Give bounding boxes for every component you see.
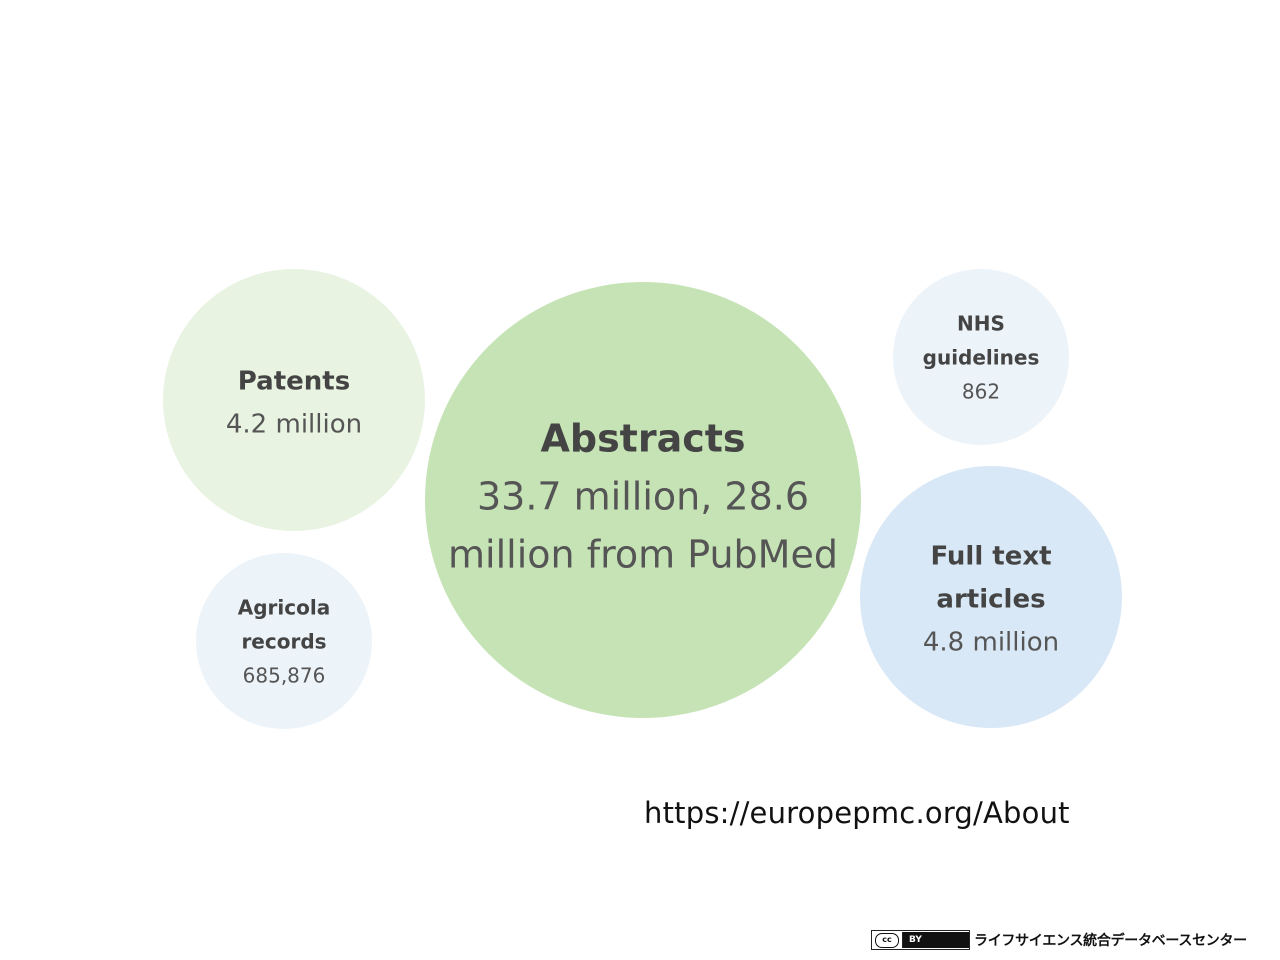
bubble-title-nhs-2: guidelines	[923, 346, 1040, 370]
bubble-title-patents: Patents	[238, 367, 350, 397]
bubble-circle-patents	[163, 269, 425, 531]
bubble-value-patents: 4.2 million	[226, 410, 362, 440]
bubble-value-abstracts-1: 33.7 million, 28.6	[477, 475, 809, 519]
bubble-value-nhs: 862	[962, 380, 1000, 404]
bubble-circle-abstracts	[425, 282, 861, 718]
license-footer: cc BY ライフサイエンス統合データベースセンター	[871, 930, 1247, 950]
license-by-label: BY	[903, 932, 969, 948]
cc-by-license-badge[interactable]: cc BY	[871, 930, 970, 950]
bubble-title-fulltext-1: Full text	[930, 542, 1051, 572]
bubble-title-agricola-2: records	[241, 630, 326, 654]
bubble-circle-agricola	[196, 553, 372, 729]
bubble-circle-fulltext	[860, 466, 1122, 728]
cc-mark: cc	[875, 932, 899, 948]
bubble-value-fulltext: 4.8 million	[923, 628, 1059, 658]
bubble-patents: Patents 4.2 million	[163, 269, 425, 531]
organization-name: ライフサイエンス統合データベースセンター	[974, 933, 1247, 949]
bubble-title-abstracts: Abstracts	[540, 417, 745, 461]
bubble-circle-nhs	[893, 269, 1069, 445]
bubble-title-agricola-1: Agricola	[238, 596, 330, 620]
bubble-title-fulltext-2: articles	[936, 585, 1045, 615]
bubble-title-nhs-1: NHS	[957, 312, 1005, 336]
bubble-nhs: NHS guidelines 862	[893, 269, 1069, 445]
bubble-value-abstracts-2: million from PubMed	[448, 533, 838, 577]
cc-icon: cc	[872, 932, 903, 948]
bubble-abstracts: Abstracts 33.7 million, 28.6 million from …	[425, 282, 861, 718]
bubble-fulltext: Full text articles 4.8 million	[860, 466, 1122, 728]
source-url-link[interactable]: https://europepmc.org/About	[644, 796, 1070, 830]
bubble-agricola: Agricola records 685,876	[196, 553, 372, 729]
bubble-value-agricola: 685,876	[243, 664, 326, 688]
